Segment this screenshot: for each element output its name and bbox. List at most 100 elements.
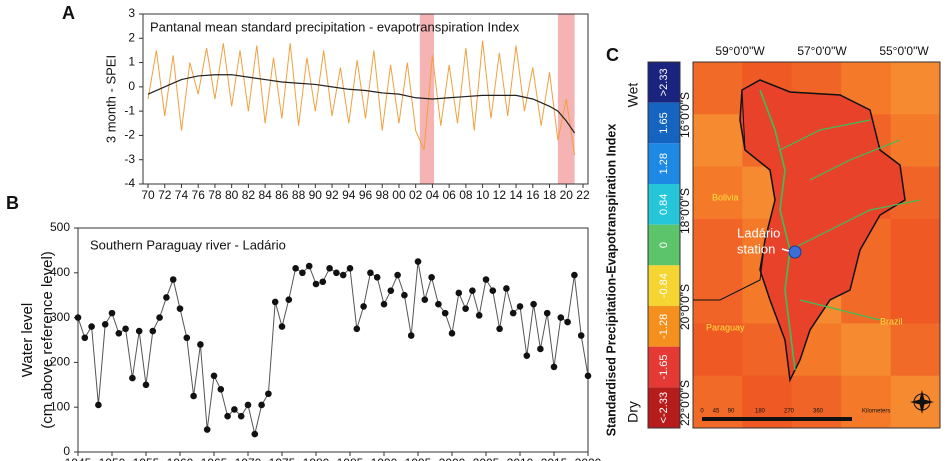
data-point [299, 269, 306, 277]
data-point [346, 265, 354, 272]
longitude-label: 59°0'0"W [715, 44, 765, 58]
x-tick-label: 02 [409, 188, 423, 202]
data-point [577, 332, 585, 339]
x-tick-label: 70 [141, 188, 155, 202]
colorbar-label: 1.65 [658, 112, 670, 133]
data-point [530, 300, 537, 308]
y-tick-label: 100 [50, 399, 70, 413]
y-axis-label: Water level [19, 303, 36, 377]
x-tick-label: 82 [242, 188, 256, 202]
x-tick-label: 1970 [235, 456, 262, 461]
data-point [135, 327, 143, 335]
data-point [231, 406, 238, 413]
x-tick-label: 08 [459, 188, 473, 202]
data-point [339, 271, 347, 279]
x-tick-label: 74 [175, 188, 189, 202]
place-label: Bolivia [712, 192, 739, 202]
data-point [367, 269, 374, 277]
data-point [156, 314, 163, 321]
data-point [251, 430, 259, 438]
panel-label: C [606, 45, 619, 65]
data-point [407, 332, 415, 339]
y-tick-label: 3 [128, 6, 135, 20]
y-tick-label: 300 [50, 310, 70, 324]
x-tick-label: 22 [576, 188, 590, 202]
data-point [258, 401, 265, 409]
data-point [224, 412, 231, 420]
y-tick-label: 0 [63, 444, 70, 458]
x-tick-label: 14 [509, 188, 523, 202]
map-cell [890, 62, 941, 115]
x-tick-label: 78 [208, 188, 222, 202]
data-point [414, 258, 422, 265]
chart-title: Pantanal mean standard precipitation - e… [150, 19, 520, 34]
y-axis-label: 3 month - SPEI [103, 55, 118, 143]
station-pointer [781, 248, 790, 252]
data-point [421, 296, 429, 303]
x-tick-label: 92 [325, 188, 339, 202]
x-tick-label: 2010 [507, 456, 534, 461]
river [759, 89, 796, 371]
scale-label: 360 [813, 409, 824, 415]
colorbar-segment [648, 143, 680, 184]
data-point [176, 305, 184, 312]
longitude-label: 57°0'0"W [797, 44, 847, 58]
x-tick-label: 72 [158, 188, 172, 202]
scale-label: 180 [755, 409, 766, 415]
x-tick-label: 1945 [65, 456, 92, 461]
latitude-label: 20°0'0"S [678, 284, 692, 330]
data-point [469, 287, 476, 295]
data-point [353, 325, 361, 333]
scale-label: 270 [784, 409, 795, 415]
data-point [95, 401, 102, 409]
data-point [129, 374, 136, 382]
data-point [380, 300, 388, 308]
y-tick-label: -1 [124, 103, 135, 117]
x-tick-label: 86 [275, 188, 289, 202]
data-point [312, 280, 320, 288]
data-point [190, 392, 197, 400]
x-tick-label: 1975 [269, 456, 296, 461]
x-tick-label: 76 [192, 188, 206, 202]
x-tick-label: 1995 [405, 456, 432, 461]
data-point [244, 401, 252, 409]
colorbar-segment [648, 62, 680, 103]
series-line [77, 261, 589, 435]
data-point [455, 289, 463, 297]
data-point [448, 329, 456, 337]
colorbar-label: >2.33 [658, 68, 670, 96]
colorbar-label: 0.84 [658, 194, 670, 215]
plot-frame [142, 13, 589, 185]
x-tick-label: 90 [309, 188, 323, 202]
x-tick-label: 16 [526, 188, 540, 202]
scale-label: 0 [700, 409, 704, 415]
place-label: Brazil [880, 316, 903, 326]
data-point [428, 273, 435, 281]
map-cell [890, 218, 941, 272]
colorbar-frame [647, 61, 681, 429]
x-tick-label: 2000 [439, 456, 466, 461]
x-tick-label: 1960 [167, 456, 194, 461]
station-marker [788, 245, 802, 259]
place-label: Paraguay [706, 322, 745, 332]
x-tick-label: 1980 [303, 456, 330, 461]
x-tick-label: 04 [426, 188, 440, 202]
colorbar-dry: Dry [625, 401, 641, 423]
data-point [115, 329, 123, 337]
colorbar-segment [648, 265, 680, 306]
colorbar-segment [648, 306, 680, 347]
data-point [435, 300, 442, 308]
series-line [147, 74, 576, 134]
data-point [122, 325, 129, 333]
data-point [88, 323, 95, 330]
data-point [557, 314, 565, 321]
map-cell [693, 114, 743, 168]
map-frame [692, 61, 941, 429]
map-cell [693, 323, 743, 377]
data-point [360, 303, 367, 310]
data-point [285, 296, 293, 303]
data-point [265, 390, 272, 398]
station-label: Ladário [737, 225, 780, 240]
x-tick-label: 96 [359, 188, 373, 202]
